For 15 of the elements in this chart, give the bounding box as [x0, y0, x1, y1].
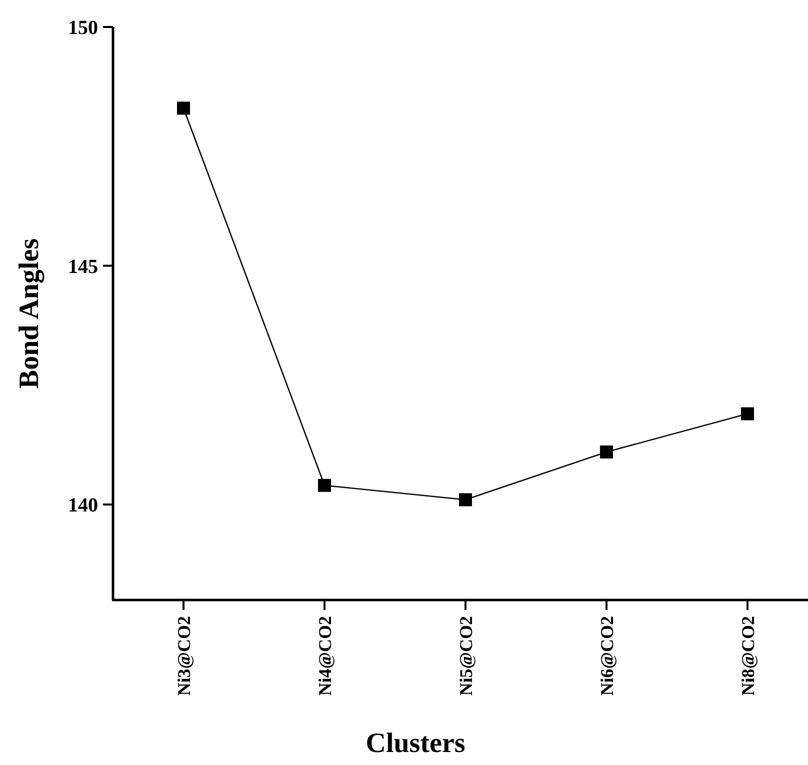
x-tick-label: Ni3@CO2 [174, 616, 194, 696]
point [741, 407, 754, 420]
y-tick-label: 150 [68, 17, 98, 39]
x-tick-label: Ni4@CO2 [314, 616, 335, 696]
point [459, 493, 472, 506]
x-tick-label: Ni5@CO2 [456, 616, 476, 696]
point [177, 102, 190, 115]
x-tick-label: Ni8@CO2 [738, 616, 758, 696]
y-tick-label: 140 [68, 494, 98, 516]
y-tick-label: 145 [68, 256, 98, 278]
point [600, 445, 613, 458]
y-axis-title: Bond Angles [14, 238, 45, 389]
x-tick-label: Ni6@CO2 [596, 616, 617, 696]
x-axis-title: Clusters [366, 728, 466, 759]
point [318, 478, 331, 492]
